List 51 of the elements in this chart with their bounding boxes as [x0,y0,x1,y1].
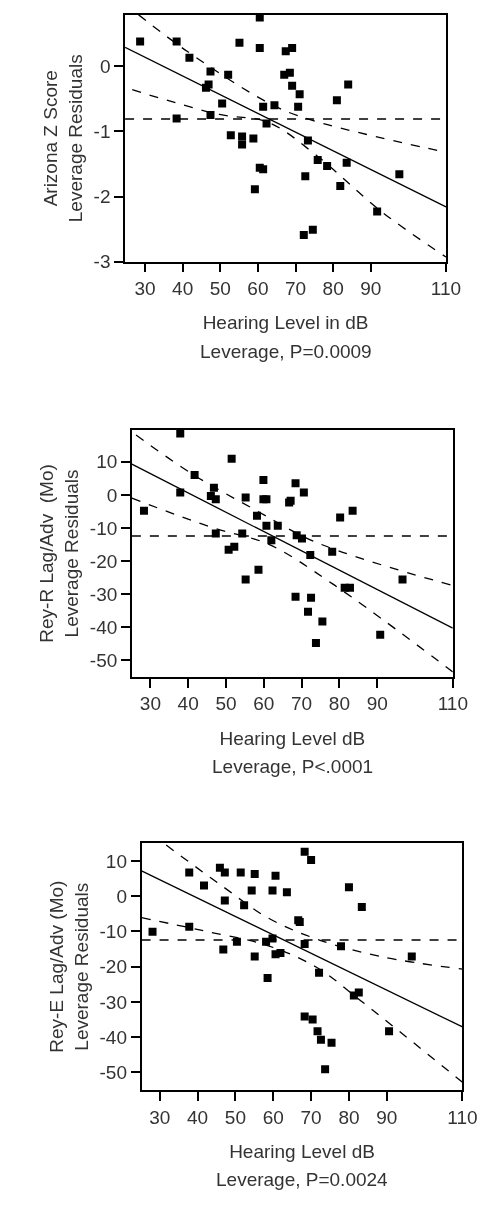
y-tick-label: 0 [106,484,118,506]
x-tick-label: 80 [338,1106,360,1128]
x-tick-label: 70 [300,1106,322,1128]
y-tick-label: -10 [99,921,128,943]
x-tick-label: 40 [172,278,194,300]
y-tick-label: -40 [89,616,118,638]
y-axis-title: Arizona Z Score Leverage Residuals [40,54,86,223]
x-tick-label: 40 [187,1106,209,1128]
x-axis-title: Hearing Level dB [219,727,366,749]
x-tick-label: 90 [376,1106,398,1128]
y-axis-title: Rey-E Lag/Adv (Mo) Leverage Residuals [46,880,92,1053]
y-tick-label: 0 [116,885,128,907]
y-tick-label: -20 [89,550,118,572]
x-tick-label: 80 [328,693,350,715]
x-tick-label: 90 [366,693,388,715]
y-tick-label: -10 [89,517,118,539]
x-axis-title: Hearing Level dB [229,1140,375,1162]
x-tick-label: 50 [224,1106,246,1128]
x-axis-title: Hearing Level in dB [202,312,369,334]
text: Leverage, P=0.0024 [216,1169,389,1190]
y-tick-label: -30 [99,991,128,1013]
x-tick-label: 110 [430,278,462,300]
x-tick-label: 110 [437,693,468,715]
x-tick-label: 60 [247,278,269,300]
x-tick-label: 60 [262,1106,284,1128]
x-tick-label: 70 [284,278,307,300]
x-tick-label: 50 [209,278,231,300]
y-tick-label: 10 [105,850,128,872]
y-tick-label: 10 [96,451,118,473]
x-tick-label: 110 [447,1106,478,1128]
y-tick-label: -3 [93,251,111,273]
y-tick-label: -30 [89,583,118,605]
x-tick-label: 70 [291,693,313,715]
x-tick-label: 30 [134,278,156,300]
x-tick-label: 50 [215,693,237,715]
y-axis-title: Rey-R Lag/Adv (Mo) Leverage Residuals [36,464,83,643]
x-tick-label: 60 [253,693,275,715]
y-tick-label: -1 [93,121,111,143]
y-tick-label: -40 [99,1026,128,1048]
y-tick-label: 0 [99,55,111,77]
y-tick-label: -20 [99,956,128,978]
text: Leverage, P<.0001 [212,756,374,777]
y-tick-label: -50 [89,649,118,671]
text: Leverage, P=0.0009 [200,341,372,362]
x-tick-label: 90 [360,278,382,300]
x-tick-label: 30 [149,1106,171,1128]
y-tick-label: -2 [93,186,111,208]
y-tick-label: -50 [99,1062,128,1084]
x-tick-label: 80 [322,278,344,300]
x-tick-label: 40 [177,693,199,715]
x-tick-label: 30 [139,693,161,715]
